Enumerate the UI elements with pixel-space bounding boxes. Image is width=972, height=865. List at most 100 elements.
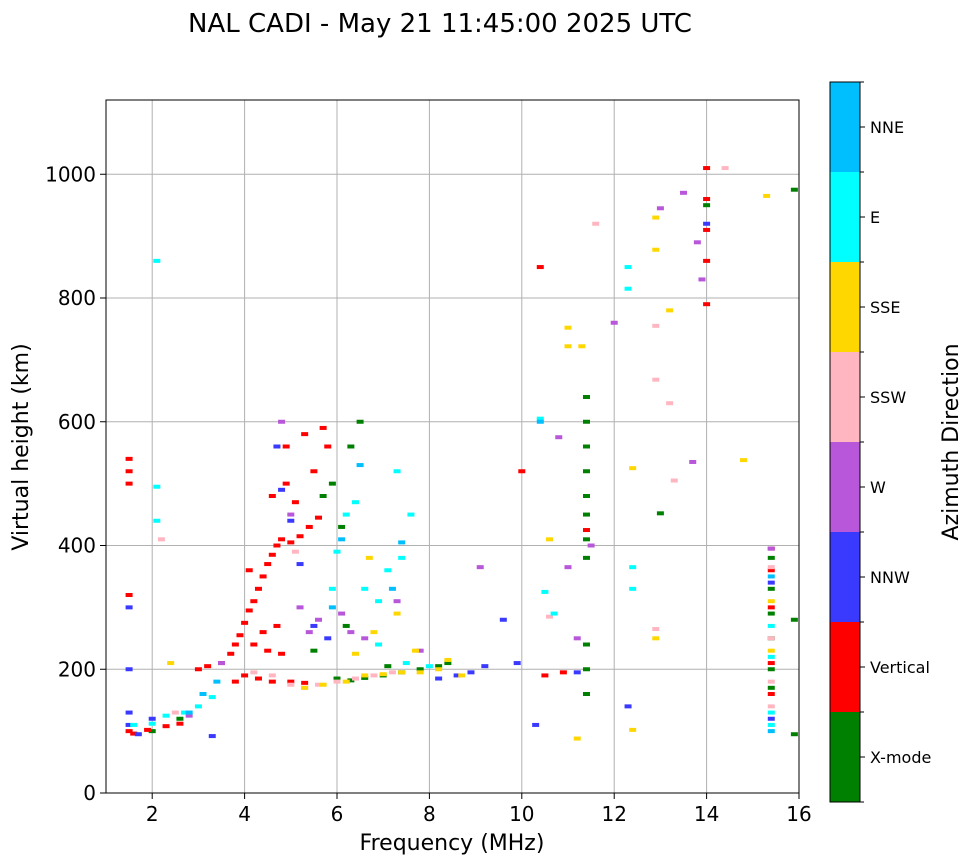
data-point: [624, 704, 632, 709]
data-point: [333, 549, 341, 554]
data-point: [767, 574, 775, 579]
data-point: [218, 661, 225, 666]
data-point: [721, 166, 729, 171]
data-point: [767, 704, 775, 709]
data-point: [790, 732, 798, 737]
data-point: [610, 320, 618, 325]
y-tick-label: 1000: [45, 162, 96, 186]
data-point: [393, 611, 401, 616]
data-point: [767, 568, 775, 573]
data-point: [629, 727, 637, 732]
data-point: [564, 325, 572, 330]
colorbar-segment: [830, 262, 860, 352]
data-point: [652, 627, 660, 632]
data-point: [301, 432, 309, 437]
data-point: [310, 623, 318, 628]
plot-frame: [105, 99, 800, 794]
data-point: [582, 642, 590, 647]
data-point: [388, 670, 396, 675]
data-point: [245, 608, 253, 613]
data-point: [356, 463, 364, 468]
data-point: [351, 500, 359, 505]
data-point: [153, 258, 161, 263]
data-point: [125, 710, 133, 715]
y-axis-label: Virtual height (km): [9, 343, 34, 550]
data-point: [194, 704, 202, 709]
data-point: [291, 500, 299, 505]
data-point: [703, 203, 711, 208]
data-point: [767, 679, 775, 684]
data-point: [361, 636, 369, 641]
y-tick-label: 200: [58, 657, 96, 681]
data-point: [767, 599, 775, 604]
series-x-mode: [148, 187, 798, 737]
data-point: [499, 617, 507, 622]
colorbar-segment: [830, 442, 860, 532]
series-sse: [167, 193, 775, 741]
data-point: [467, 670, 475, 675]
data-marks: [125, 166, 798, 741]
data-point: [287, 512, 295, 517]
data-point: [153, 484, 161, 489]
data-point: [296, 562, 304, 567]
data-point: [656, 511, 664, 516]
data-point: [328, 605, 336, 610]
data-point: [157, 537, 165, 542]
data-point: [767, 692, 775, 696]
data-point: [767, 605, 775, 610]
data-point: [268, 552, 276, 557]
data-point: [546, 614, 554, 619]
data-point: [416, 670, 424, 675]
data-point: [375, 642, 383, 647]
data-point: [296, 534, 304, 539]
data-point: [476, 565, 484, 570]
data-point: [790, 617, 798, 622]
data-point: [125, 667, 133, 672]
y-tick-label: 600: [58, 410, 96, 434]
data-point: [689, 459, 697, 464]
data-point: [767, 648, 775, 653]
data-point: [153, 518, 161, 523]
data-point: [629, 586, 637, 591]
data-point: [282, 444, 290, 449]
x-tick-label: 12: [601, 802, 626, 826]
data-point: [703, 166, 711, 171]
data-point: [268, 494, 276, 498]
data-point: [282, 481, 290, 486]
data-point: [582, 555, 590, 560]
data-point: [767, 611, 775, 616]
data-point: [328, 481, 336, 486]
data-point: [767, 716, 775, 721]
data-point: [767, 722, 775, 727]
data-point: [268, 679, 276, 684]
data-point: [587, 543, 595, 548]
data-point: [652, 215, 660, 220]
data-point: [338, 524, 346, 529]
data-point: [305, 630, 313, 635]
data-point: [573, 736, 581, 741]
data-point: [176, 716, 184, 721]
data-point: [273, 543, 281, 548]
data-point: [393, 599, 401, 604]
data-point: [208, 734, 216, 739]
data-point: [342, 679, 350, 684]
data-point: [435, 676, 443, 681]
data-point: [208, 695, 216, 700]
data-point: [680, 190, 687, 195]
data-point: [356, 419, 364, 424]
data-point: [763, 193, 771, 198]
y-tick-label: 400: [58, 534, 96, 558]
data-point: [245, 568, 253, 573]
data-point: [250, 599, 258, 604]
data-point: [550, 611, 558, 616]
data-point: [666, 308, 674, 313]
data-point: [384, 664, 392, 669]
data-point: [125, 469, 133, 474]
data-point: [703, 258, 711, 263]
data-point: [458, 673, 466, 678]
data-point: [264, 648, 272, 653]
data-point: [379, 672, 387, 677]
colorbar-label: Azimuth Direction: [939, 343, 964, 540]
data-point: [767, 667, 775, 672]
chart-title: NAL CADI - May 21 11:45:00 2025 UTC: [188, 9, 692, 39]
